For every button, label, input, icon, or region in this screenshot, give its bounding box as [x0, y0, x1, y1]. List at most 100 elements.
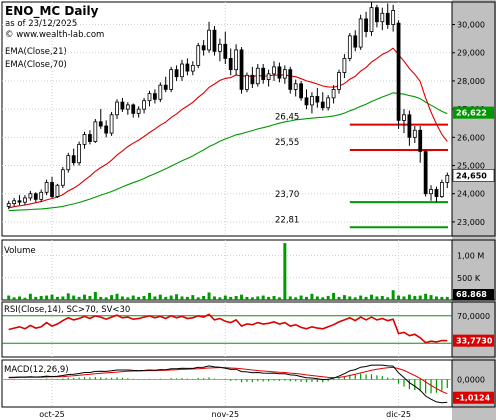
candle-up: [158, 84, 163, 100]
x-tick-label: nov-25: [212, 410, 240, 419]
volume-last-label-bg: [453, 289, 494, 300]
volume-bar: [72, 295, 76, 300]
volume-bar: [93, 292, 97, 300]
macd-signal-last-label: -1,0124: [456, 394, 491, 403]
candle-up: [115, 101, 119, 116]
volume-bar: [375, 296, 379, 300]
candle-up: [245, 74, 249, 90]
candle-up: [445, 174, 450, 183]
volume-bar: [50, 294, 54, 300]
volume-bar: [407, 294, 411, 300]
candle-down: [299, 83, 303, 99]
price-panel: 26,45 25,55 23,70 22,81: [6, 2, 450, 229]
rsi-tick-label: 70,0000: [457, 312, 490, 321]
volume-bar: [364, 296, 368, 300]
volume-bar: [218, 297, 222, 300]
candle-down: [163, 84, 168, 90]
x-tick-label: dic-25: [386, 410, 411, 419]
volume-bar: [45, 295, 49, 300]
candle-up: [337, 72, 341, 90]
candle-down: [33, 193, 38, 200]
volume-bar: [277, 297, 281, 300]
volume-bar: [39, 296, 43, 300]
rsi-label: RSI(Close,14), SC>70, SV<30: [4, 305, 130, 315]
volume-bar: [418, 295, 422, 300]
candle-down: [185, 63, 190, 72]
volume-bar: [283, 243, 287, 300]
level-label: 23,70: [275, 190, 299, 200]
close-last-label-bg: [452, 169, 495, 182]
candle-up: [402, 114, 406, 121]
volume-bar: [413, 296, 417, 300]
volume-bar: [191, 295, 195, 300]
volume-bar: [28, 293, 32, 300]
candle-up: [331, 88, 336, 99]
volume-bar: [34, 296, 38, 300]
candle-up: [136, 108, 141, 114]
volume-bar: [310, 293, 314, 300]
volume-bar: [342, 295, 346, 300]
candle-up: [55, 184, 60, 197]
volume-bar: [158, 294, 162, 300]
candle-up: [207, 29, 211, 51]
volume-bar: [315, 296, 319, 300]
rsi-line: [8, 313, 448, 344]
rsi-last-label: 33,7730: [456, 337, 493, 346]
volume-bar: [353, 297, 357, 300]
candle-up: [412, 129, 417, 138]
ema70-last-label-bg: [453, 106, 494, 119]
candle-up: [282, 69, 287, 79]
volume-bar: [83, 294, 87, 300]
volume-bar: [88, 296, 92, 300]
candle-up: [234, 49, 239, 71]
candle-up: [12, 200, 17, 204]
close-last-label: 24,650: [456, 171, 487, 180]
volume-bar: [402, 296, 406, 300]
axis-border: [451, 359, 496, 408]
candle-up: [358, 18, 363, 48]
candle-up: [342, 57, 347, 73]
candle-up: [66, 155, 71, 171]
candle-down: [98, 121, 103, 127]
volume-bar: [223, 295, 227, 300]
level-label: 25,55: [275, 138, 299, 148]
volume-bar: [261, 295, 265, 300]
candle-down: [396, 22, 401, 121]
candle-up: [147, 93, 152, 102]
volume-bar: [23, 297, 27, 300]
volume-bar: [386, 297, 390, 300]
volume-bar: [212, 296, 216, 300]
volume-bar: [369, 294, 373, 300]
axis-border: [451, 1, 496, 237]
volume-bar: [294, 297, 298, 300]
volume-bar: [142, 296, 146, 300]
volume-bar: [131, 295, 135, 300]
volume-bar: [180, 296, 184, 300]
candle-up: [272, 66, 276, 75]
candle-up: [142, 100, 146, 110]
candle-up: [439, 182, 444, 197]
volume-bar: [234, 296, 238, 300]
volume-bar: [332, 292, 336, 300]
candle-up: [380, 12, 385, 23]
candle-down: [17, 200, 22, 203]
volume-bar: [99, 296, 103, 300]
volume-bar: [288, 296, 292, 300]
candle-up: [310, 96, 314, 106]
volume-bar: [272, 296, 276, 300]
volume-bar: [397, 295, 401, 300]
volume-bar: [240, 294, 244, 300]
candle-down: [250, 74, 255, 85]
volume-bar: [359, 295, 363, 300]
volume-panel: [7, 243, 449, 300]
candle-up: [60, 169, 65, 186]
candle-up: [391, 10, 396, 25]
volume-bar: [110, 295, 114, 300]
ema70-last-label: 26,622: [456, 109, 487, 118]
candle-down: [277, 66, 282, 79]
candle-down: [88, 134, 92, 142]
macd-panel: [2, 364, 452, 404]
chart-date: as of 23/12/2025: [5, 19, 77, 29]
volume-bar: [61, 296, 65, 300]
volume-bar: [12, 297, 16, 300]
